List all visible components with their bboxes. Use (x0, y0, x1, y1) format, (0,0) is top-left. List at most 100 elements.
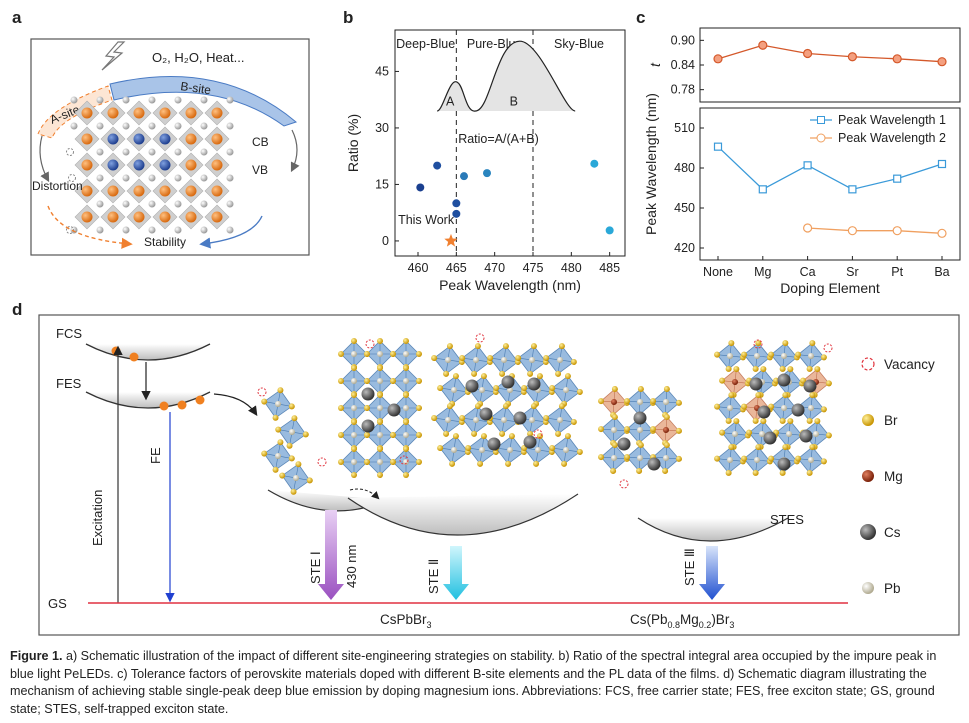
halide-atom (122, 174, 130, 182)
br-atom (446, 403, 453, 410)
br-atom (598, 426, 605, 433)
a-site-atom (159, 107, 171, 119)
cb-label: CB (252, 135, 269, 149)
a-site-atom (185, 133, 197, 145)
exciton (177, 400, 187, 410)
pb-atom (403, 459, 409, 465)
br-atom (288, 403, 295, 410)
inset-peak-b: B (510, 94, 518, 108)
br-atom (377, 419, 383, 425)
data-point (433, 161, 442, 170)
pb-octahedron (768, 340, 800, 372)
br-atom (295, 461, 302, 468)
halide-atom (148, 96, 156, 104)
br-atom (431, 355, 438, 362)
a-site-atom (107, 211, 119, 223)
cs-atom (799, 429, 813, 443)
br-atom (787, 366, 794, 373)
vacancy-icon (475, 333, 485, 343)
series-point (892, 226, 902, 236)
br-atom (806, 365, 813, 372)
br-atom (437, 445, 444, 452)
br-atom (598, 398, 605, 405)
tolerance-point (892, 54, 902, 64)
br-atom (290, 488, 297, 495)
br-atom (755, 444, 762, 451)
a-site-atom (185, 211, 197, 223)
pb-octahedron (714, 392, 746, 424)
pb-atom (275, 453, 281, 459)
b-site-band (109, 76, 298, 127)
br-atom (719, 429, 726, 436)
a-site-atom (81, 107, 93, 119)
pb-octahedron (714, 340, 746, 372)
br-atom (480, 373, 487, 380)
br-atom (306, 477, 313, 484)
br-atom (416, 351, 422, 357)
plot-frame-bottom (699, 107, 961, 261)
legend-mg-icon (862, 470, 874, 482)
pb-atom (473, 357, 479, 363)
x-tick-label: Mg (754, 265, 771, 279)
carrier (111, 346, 121, 356)
pb-atom (403, 351, 409, 357)
halide-atom (96, 122, 104, 130)
br-atom (663, 442, 670, 449)
exciton (159, 401, 169, 411)
pb-atom (451, 387, 457, 393)
a-site-atom (211, 185, 223, 197)
a-site-atom (185, 159, 197, 171)
pb-octahedron (390, 446, 422, 478)
br-atom (338, 405, 344, 411)
inset-spectrum (436, 40, 576, 112)
pb-atom (473, 417, 479, 423)
pb-atom (727, 457, 733, 463)
br-atom (809, 340, 816, 347)
tolerance-line (717, 44, 943, 63)
br-atom (377, 338, 383, 344)
pb-atom (445, 357, 451, 363)
br-atom (714, 351, 721, 358)
br-atom (471, 430, 478, 437)
vacancy-icon (257, 387, 267, 397)
perovskite-lattice (66, 96, 234, 234)
br-atom (558, 343, 565, 350)
pb-atom (351, 405, 357, 411)
br-atom (288, 455, 295, 462)
br-atom (390, 432, 396, 438)
br-atom (576, 388, 583, 395)
a-site-atom (133, 185, 145, 197)
pb-atom (557, 417, 563, 423)
cs-atom (465, 379, 479, 393)
br-atom (806, 417, 813, 424)
br-atom (416, 405, 422, 411)
br-atom (725, 417, 732, 424)
pb-atom (377, 432, 383, 438)
pb-octahedron (261, 439, 295, 473)
pb-atom (808, 405, 814, 411)
series-point (758, 185, 767, 194)
pb-octahedron (338, 392, 370, 424)
a-site-atom (211, 107, 223, 119)
br-atom (277, 387, 284, 394)
br-atom (502, 403, 509, 410)
br-atom (477, 460, 484, 467)
br-atom (527, 370, 534, 377)
panel-label-b: b (343, 8, 354, 27)
pb-octahedron (598, 442, 630, 474)
pb-octahedron (549, 433, 583, 467)
legend-marker (817, 116, 825, 124)
halide-atom (200, 226, 208, 234)
br-atom (760, 418, 767, 425)
excitation-label: Excitation (90, 490, 105, 546)
br-atom (515, 355, 522, 362)
br-atom (536, 373, 543, 380)
pb-atom (275, 401, 281, 407)
pb-atom (727, 353, 733, 359)
br-atom (555, 430, 562, 437)
pb-atom (637, 399, 643, 405)
br-atom (291, 415, 298, 422)
br-atom (675, 455, 682, 462)
data-point (452, 199, 461, 208)
pb-octahedron (261, 387, 295, 421)
